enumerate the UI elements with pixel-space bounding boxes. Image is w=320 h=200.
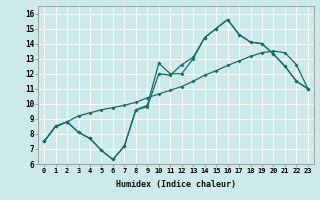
X-axis label: Humidex (Indice chaleur): Humidex (Indice chaleur) <box>116 180 236 189</box>
